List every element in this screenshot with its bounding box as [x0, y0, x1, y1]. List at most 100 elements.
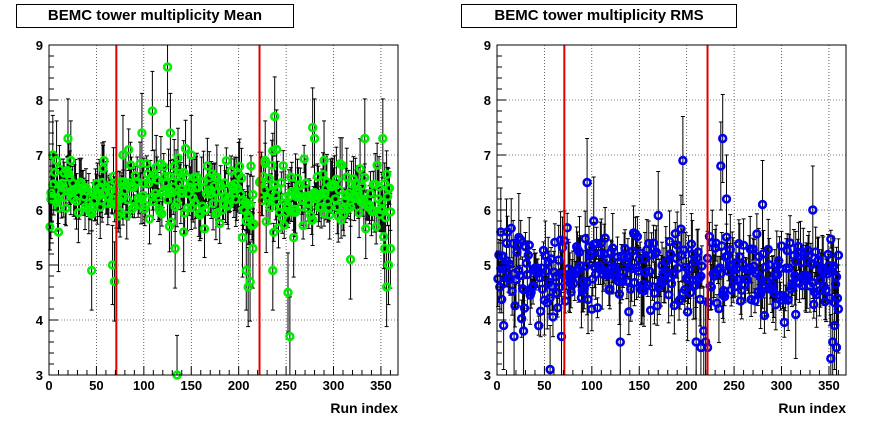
data-point	[337, 160, 347, 170]
x-tick-label: 350	[370, 378, 392, 393]
data-point	[676, 224, 686, 234]
data-point	[166, 217, 177, 227]
data-point	[748, 244, 758, 254]
data-point	[270, 111, 280, 122]
data-point	[615, 337, 625, 347]
data-point	[617, 277, 627, 287]
data-point	[157, 209, 167, 219]
data-point	[109, 276, 120, 287]
data-point	[832, 293, 843, 303]
data-point	[379, 231, 389, 242]
data-point	[664, 236, 675, 247]
data-point	[172, 198, 182, 208]
data-point	[384, 183, 395, 193]
data-point	[320, 188, 330, 199]
data-point	[381, 169, 392, 180]
data-point	[518, 326, 529, 336]
data-point	[245, 199, 255, 210]
y-tick-label: 3	[36, 368, 43, 383]
data-point	[241, 265, 251, 276]
data-point	[603, 270, 613, 281]
data-point	[334, 185, 344, 195]
data-point	[808, 205, 818, 215]
data-point	[644, 238, 654, 249]
data-point	[516, 313, 527, 324]
data-point	[719, 291, 730, 302]
data-point	[345, 202, 356, 212]
data-point	[663, 290, 674, 300]
data-point	[655, 280, 665, 291]
data-point	[823, 249, 833, 260]
data-point	[678, 155, 688, 166]
data-point	[554, 282, 565, 292]
data-point	[226, 166, 236, 176]
x-tick-label: 200	[228, 378, 250, 393]
data-point	[537, 284, 548, 294]
data-point	[742, 275, 753, 285]
data-point	[618, 267, 628, 277]
data-point	[105, 180, 116, 190]
data-point	[829, 320, 840, 331]
data-point	[380, 212, 391, 223]
data-point	[152, 175, 162, 185]
data-point	[298, 220, 308, 231]
data-point	[365, 188, 376, 199]
data-point	[283, 287, 293, 298]
data-point	[669, 300, 680, 311]
data-point	[821, 285, 831, 296]
data-point	[691, 337, 701, 347]
x-tick-label: 0	[45, 378, 52, 393]
x-axis-label: Run index	[330, 400, 398, 416]
y-tick-label: 7	[484, 148, 491, 163]
data-point	[285, 331, 295, 342]
data-point	[64, 168, 74, 179]
data-point	[788, 281, 798, 292]
data-point	[510, 301, 520, 311]
data-point	[276, 177, 287, 188]
data-point	[831, 342, 842, 353]
data-point	[360, 133, 370, 144]
data-point	[498, 320, 509, 331]
data-point	[353, 188, 363, 198]
data-point	[237, 232, 248, 243]
data-point	[265, 202, 275, 213]
data-point	[279, 220, 289, 231]
data-point	[221, 156, 232, 166]
data-point	[784, 263, 794, 273]
data-point	[535, 306, 546, 316]
data-point	[582, 177, 592, 188]
x-tick-label: 50	[537, 378, 551, 393]
data-point	[672, 240, 682, 250]
data-point	[288, 232, 299, 243]
data-point	[493, 274, 503, 284]
data-point	[165, 128, 176, 138]
data-point	[249, 219, 259, 229]
data-point	[785, 238, 795, 248]
data-point	[552, 303, 563, 313]
data-point	[170, 243, 180, 254]
data-point	[303, 203, 313, 213]
data-point	[732, 263, 742, 274]
data-point	[345, 254, 356, 265]
data-point	[569, 278, 579, 289]
data-point	[278, 161, 288, 171]
data-point	[735, 252, 745, 262]
y-tick-label: 5	[484, 258, 491, 273]
data-point	[371, 222, 381, 232]
data-point	[600, 233, 610, 243]
y-tick-label: 6	[36, 203, 43, 218]
data-point	[826, 234, 836, 244]
x-tick-label: 0	[493, 378, 500, 393]
data-point	[46, 194, 56, 204]
data-point	[299, 154, 309, 164]
data-point	[833, 304, 844, 314]
data-point	[586, 248, 596, 259]
data-point	[205, 189, 215, 199]
x-tick-label: 250	[723, 378, 745, 393]
data-point	[71, 196, 82, 207]
data-point	[752, 229, 762, 239]
data-point	[301, 178, 311, 188]
data-point	[717, 241, 727, 251]
data-point	[173, 153, 183, 163]
data-point	[574, 247, 585, 257]
